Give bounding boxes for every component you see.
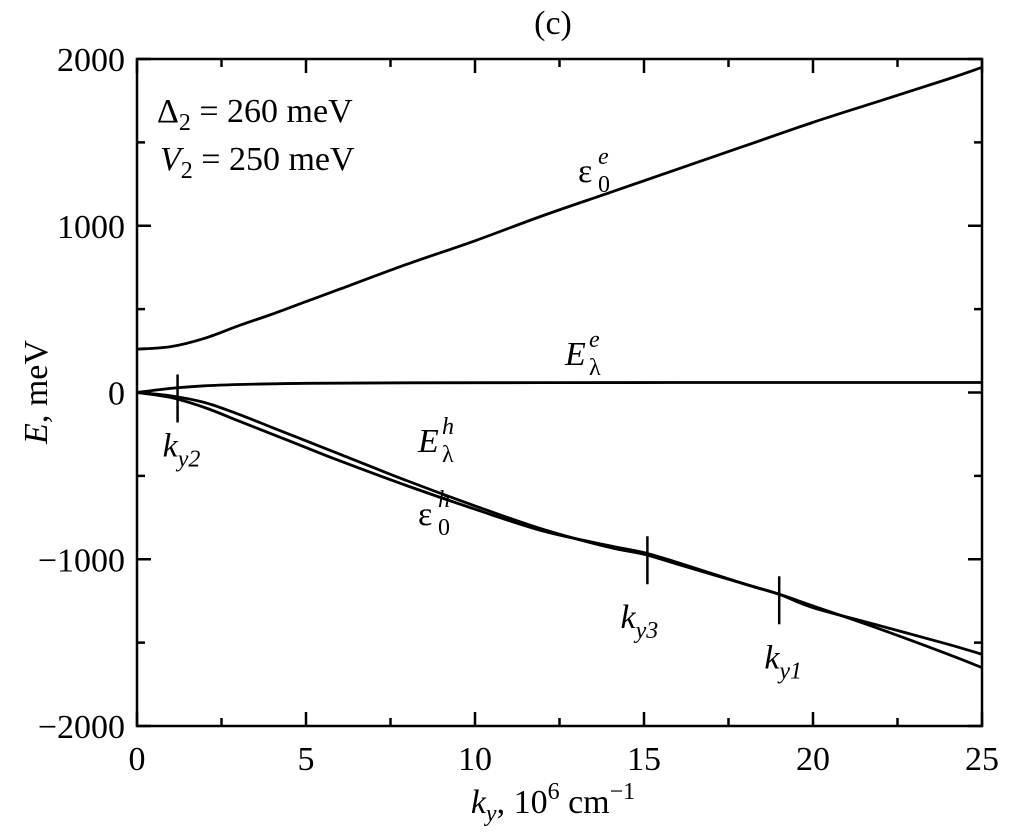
y-tick-label: 0 [108,376,125,413]
svg-text:e: e [598,144,609,170]
k-marker-label: ky3 [621,599,659,644]
x-tick-label: 10 [458,741,492,778]
svg-text:E: E [564,336,586,373]
k-marker-label: ky1 [764,639,802,684]
param-delta2: Δ2 = 260 meV [157,93,353,136]
x-tick-label: 0 [129,741,146,778]
k-marker-label: ky2 [163,428,201,473]
k-markers: ky2 ky3 ky1 [163,374,802,684]
curve-eps0-h [136,391,983,669]
axis-ticks [135,57,984,728]
x-tick-label: 15 [627,741,661,778]
svg-text:ε: ε [418,496,432,533]
x-tick-label: 5 [298,741,315,778]
tick-labels: 0 5 10 15 20 25 −2000 −1000 0 1000 2000 [38,42,999,778]
svg-text:0: 0 [598,172,610,198]
curve-E-lambda-e [136,381,982,394]
series-curves [136,66,983,669]
curve-eps0-e-label: ε e0 [578,144,610,198]
y-axis-title: E, meV [18,340,55,445]
svg-text:0: 0 [438,515,450,541]
y-tick-label: 1000 [57,209,125,246]
annotations: ε e0E eλE hλε h0 [417,144,610,541]
curve-eps0-e [136,66,983,351]
svg-text:ε: ε [578,153,592,190]
curve-eps0-h-label: ε h0 [418,487,450,541]
y-tick-label: 2000 [57,42,125,79]
x-tick-label: 25 [965,741,999,778]
y-tick-label: −1000 [38,542,125,579]
svg-text:λ: λ [589,355,601,381]
svg-text:λ: λ [442,442,454,468]
svg-text:E: E [417,423,439,460]
y-tick-label: −2000 [38,709,125,746]
curve-E-lambda-h [136,391,983,656]
param-v2: V2 = 250 meV [160,141,355,184]
svg-text:e: e [589,327,600,353]
x-axis-title: ky, 106 cm−1 [471,779,635,827]
panel-label: (c) [534,5,572,42]
x-tick-label: 20 [796,741,830,778]
svg-text:h: h [442,414,454,440]
svg-text:h: h [438,487,450,513]
